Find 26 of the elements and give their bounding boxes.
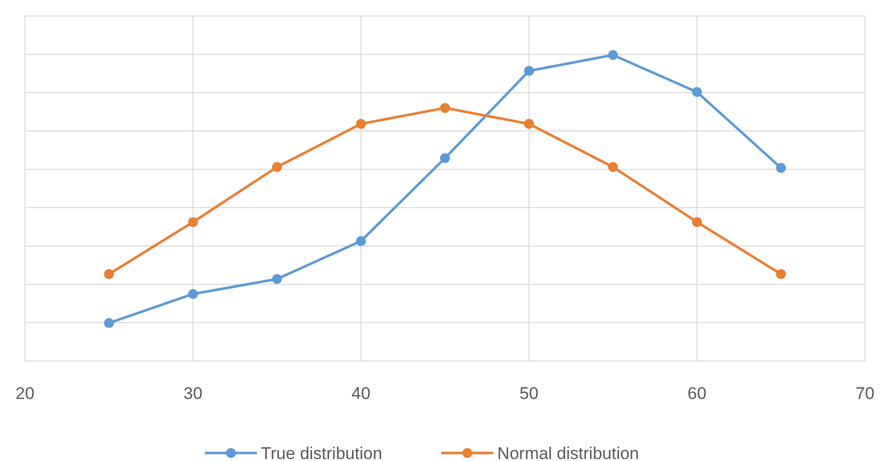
point (776, 162, 786, 173)
point (692, 217, 702, 228)
x-tick-label: 70 (856, 384, 874, 403)
point (188, 217, 198, 228)
point (356, 118, 366, 129)
point (440, 102, 450, 113)
x-tick-label: 40 (352, 384, 370, 403)
x-tick-label: 50 (520, 384, 538, 403)
point (776, 269, 786, 280)
legend-label: Normal distribution (497, 444, 640, 461)
point (524, 66, 534, 76)
point (440, 153, 450, 164)
point (104, 318, 114, 328)
point (104, 269, 114, 280)
point (524, 118, 534, 129)
x-tick-label: 60 (688, 384, 706, 403)
point (692, 87, 702, 98)
point (608, 50, 618, 60)
x-tick-label: 20 (16, 384, 34, 403)
x-tick-label: 30 (184, 384, 202, 403)
legend-label: True distribution (260, 444, 382, 461)
point (188, 288, 198, 299)
point (272, 162, 282, 172)
point (608, 162, 618, 172)
point (356, 236, 366, 246)
point (272, 274, 282, 284)
